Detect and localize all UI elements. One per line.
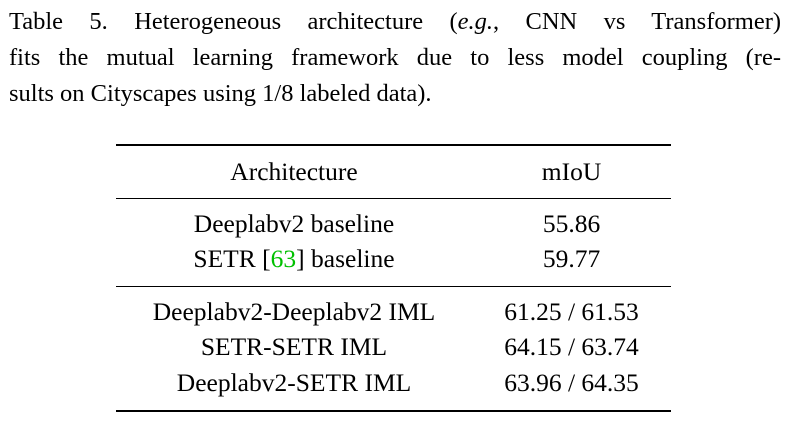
table-caption: Table 5. Heterogeneous architecture (e.g… (9, 4, 781, 112)
results-table: Architecture mIoU Deeplabv2 baseline 55.… (116, 144, 671, 412)
table-row: Deeplabv2-Deeplabv2 IML 61.25 / 61.53 (116, 286, 671, 330)
caption-line-1: Table 5. Heterogeneous architecture (e.g… (9, 8, 782, 35)
miou-cell: 64.15 / 63.74 (504, 332, 639, 362)
caption-line-2: fits the mutual learning framework due t… (9, 44, 781, 71)
arch-cell: Deeplabv2 baseline (193, 208, 395, 238)
miou-cell: 63.96 / 64.35 (504, 367, 639, 397)
header-architecture: Architecture (230, 157, 358, 186)
arch-cell: Deeplabv2-Deeplabv2 IML (152, 296, 436, 326)
miou-cell: 59.77 (542, 244, 601, 274)
arch-cell: SETR-SETR IML (200, 332, 388, 362)
miou-cell: 61.25 / 61.53 (504, 296, 639, 326)
table-row: SETR-SETR IML 64.15 / 63.74 (116, 330, 671, 366)
arch-cell: SETR [63] baseline (193, 244, 395, 274)
table-row: SETR [63] baseline 59.77 (116, 242, 671, 287)
table-header-row: Architecture mIoU (116, 145, 671, 199)
miou-cell: 55.86 (542, 208, 601, 238)
caption-line-3: sults on Cityscapes using 1/8 labeled da… (9, 80, 432, 107)
table-row: Deeplabv2 baseline 55.86 (116, 198, 671, 242)
table-row: Deeplabv2-SETR IML 63.96 / 64.35 (116, 365, 671, 411)
citation-link[interactable]: 63 (270, 244, 297, 274)
arch-cell: Deeplabv2-SETR IML (176, 367, 412, 397)
caption-label: Table 5. (9, 8, 108, 35)
header-miou: mIoU (541, 157, 602, 186)
